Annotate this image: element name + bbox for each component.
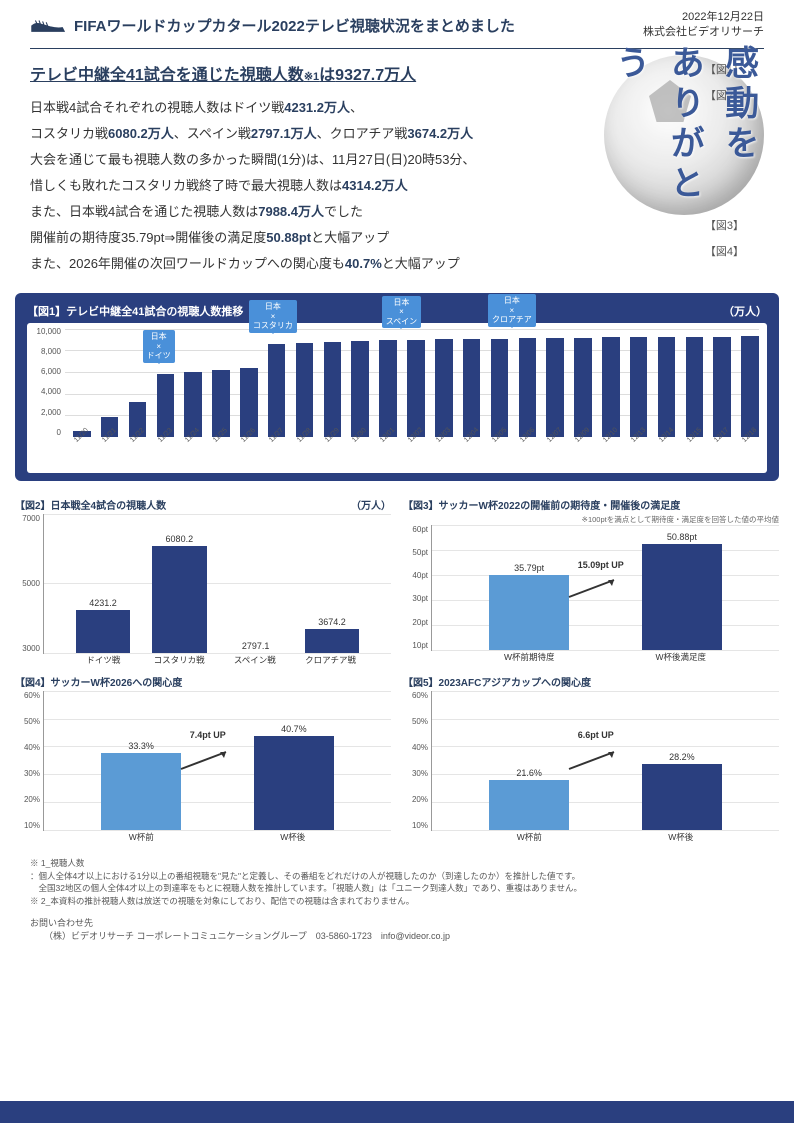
bar <box>152 546 207 653</box>
fig5-title: 【図5】2023AFCアジアカップへの関心度 <box>403 674 591 689</box>
fig1-bar <box>602 337 620 436</box>
page-title: FIFAワールドカップカタール2022テレビ視聴状況をまとめました <box>74 15 515 36</box>
fig1-bar <box>741 336 759 436</box>
fig1-chart: 10,0008,0006,0004,0002,0000 11/2011/2111… <box>27 323 767 473</box>
bar-value: 50.88pt <box>667 532 697 542</box>
up-label: 7.4pt UP <box>190 730 226 740</box>
bar-value: 6080.2 <box>166 534 194 544</box>
arrow-icon <box>564 572 624 607</box>
bar-value: 33.3% <box>128 741 154 751</box>
fig1-bar <box>324 342 342 437</box>
fig3-subtitle: ※100ptを満点として期待度・満足度を回答した値の平均値 <box>403 514 779 525</box>
bottom-bar <box>0 1101 794 1123</box>
bar <box>305 629 360 652</box>
fig4-title: 【図4】サッカーW杯2026への関心度 <box>15 674 182 689</box>
fig1-bar <box>463 339 481 437</box>
fig1-bar <box>546 338 564 437</box>
company: 株式会社ビデオリサーチ <box>643 25 764 40</box>
up-label: 15.09pt UP <box>578 560 624 570</box>
callout: 日本×スペイン <box>382 296 421 329</box>
footnotes: ※ 1_視聴人数 ：個人全体4才以上における1分以上の番組視聴を"見た"と定義し… <box>0 851 794 914</box>
fig1-bar <box>351 341 369 437</box>
fig1-bar <box>658 337 676 437</box>
fig5-container: 【図5】2023AFCアジアカップへの関心度 60%50%40%30%20%10… <box>403 674 779 843</box>
bar-value: 28.2% <box>669 752 695 762</box>
callout: 日本×コスタリカ <box>249 300 297 333</box>
fig1-bar <box>157 374 175 437</box>
fig1-bar <box>574 338 592 437</box>
fig1-bar <box>268 344 286 437</box>
fig1-bar <box>184 372 202 437</box>
fig2-title: 【図2】日本戦全4試合の視聴人数 <box>15 497 166 512</box>
bar <box>642 544 721 650</box>
bar-value: 40.7% <box>281 724 307 734</box>
fig2-container: 【図2】日本戦全4試合の視聴人数（万人） 7000500030004231.26… <box>15 497 391 666</box>
bar-value: 21.6% <box>516 768 542 778</box>
fig3-container: 【図3】サッカーW杯2022の開催前の期待度・開催後の満足度 ※100ptを満点… <box>403 497 779 666</box>
callout: 日本×クロアチア <box>488 294 536 327</box>
bar-value: 4231.2 <box>89 598 117 608</box>
fig1-bar <box>240 368 258 437</box>
bar <box>489 780 568 830</box>
bar-value: 35.79pt <box>514 563 544 573</box>
fig2-unit: （万人） <box>351 497 391 512</box>
fig1-bar <box>491 339 509 437</box>
fig3-title: 【図3】サッカーW杯2022の開催前の期待度・開催後の満足度 <box>403 497 680 512</box>
fig1-container: 【図1】テレビ中継全41試合の視聴人数推移 （万人） 10,0008,0006,0… <box>15 293 779 481</box>
arrow-icon <box>564 744 624 779</box>
fig1-unit: （万人） <box>723 303 767 319</box>
bar-value: 3674.2 <box>318 617 346 627</box>
up-label: 6.6pt UP <box>578 730 614 740</box>
fig1-bar <box>519 338 537 437</box>
thanks-text: 感動をありがとう <box>602 45 765 225</box>
fig1-bar <box>379 340 397 437</box>
ball-decoration: 感動をありがとう <box>594 45 774 225</box>
bar <box>101 753 180 830</box>
fig1-bar <box>630 337 648 437</box>
fig1-bar <box>435 339 453 437</box>
fig4-container: 【図4】サッカーW杯2026への関心度 60%50%40%30%20%10%33… <box>15 674 391 843</box>
fig1-bar <box>296 343 314 437</box>
fig1-bar <box>686 337 704 437</box>
header: FIFAワールドカップカタール2022テレビ視聴状況をまとめました 2022年1… <box>0 0 794 46</box>
shoe-icon <box>30 15 66 35</box>
date: 2022年12月22日 <box>643 10 764 25</box>
bar-value: 2797.1 <box>242 641 270 651</box>
callout: 日本×ドイツ <box>143 330 175 363</box>
bar <box>489 575 568 650</box>
fig1-title: 【図1】テレビ中継全41試合の視聴人数推移 <box>27 303 243 319</box>
contact: お問い合わせ先 （株）ビデオリサーチ コーポレートコミュニケーショングループ 0… <box>0 914 794 950</box>
bar <box>76 610 131 653</box>
ref-fig4: 【図4】 <box>705 243 744 259</box>
arrow-icon <box>176 744 236 779</box>
fig1-bar <box>713 337 731 437</box>
fig1-bar <box>212 370 230 437</box>
fig1-bar <box>407 340 425 437</box>
bar <box>642 764 721 829</box>
bar <box>254 736 333 830</box>
